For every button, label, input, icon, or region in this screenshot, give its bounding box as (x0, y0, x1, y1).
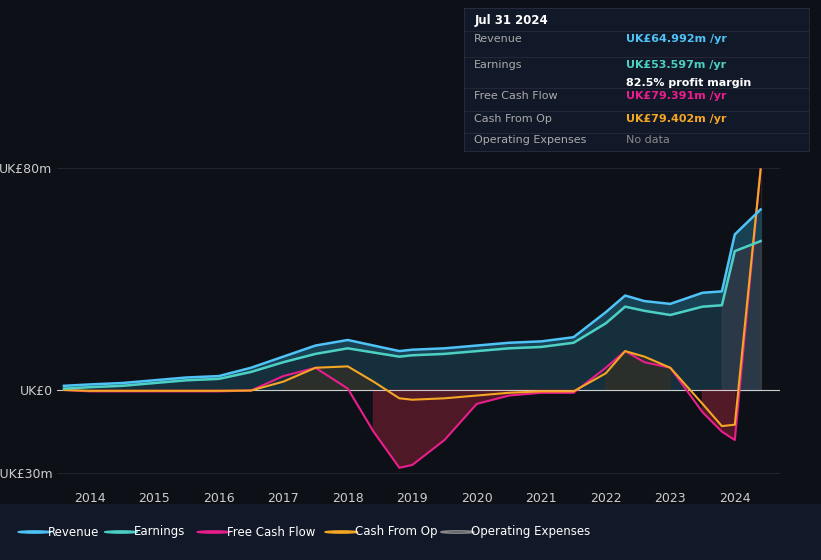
Text: Jul 31 2024: Jul 31 2024 (475, 14, 548, 27)
Text: Earnings: Earnings (475, 60, 523, 70)
Circle shape (104, 531, 137, 533)
Text: Revenue: Revenue (475, 34, 523, 44)
Text: Operating Expenses: Operating Expenses (470, 525, 589, 539)
Text: Cash From Op: Cash From Op (475, 114, 552, 124)
Text: UK£79.391m /yr: UK£79.391m /yr (626, 91, 727, 101)
Text: Operating Expenses: Operating Expenses (475, 136, 586, 146)
Circle shape (18, 531, 51, 533)
Circle shape (325, 531, 358, 533)
Text: Revenue: Revenue (48, 525, 99, 539)
Text: UK£53.597m /yr: UK£53.597m /yr (626, 60, 726, 70)
Text: UK£79.402m /yr: UK£79.402m /yr (626, 114, 727, 124)
Text: Free Cash Flow: Free Cash Flow (227, 525, 315, 539)
Text: UK£64.992m /yr: UK£64.992m /yr (626, 34, 727, 44)
Text: Earnings: Earnings (134, 525, 186, 539)
Text: Free Cash Flow: Free Cash Flow (475, 91, 557, 101)
Circle shape (197, 531, 230, 533)
Text: Cash From Op: Cash From Op (355, 525, 437, 539)
Text: 82.5% profit margin: 82.5% profit margin (626, 78, 751, 88)
Text: No data: No data (626, 136, 670, 146)
